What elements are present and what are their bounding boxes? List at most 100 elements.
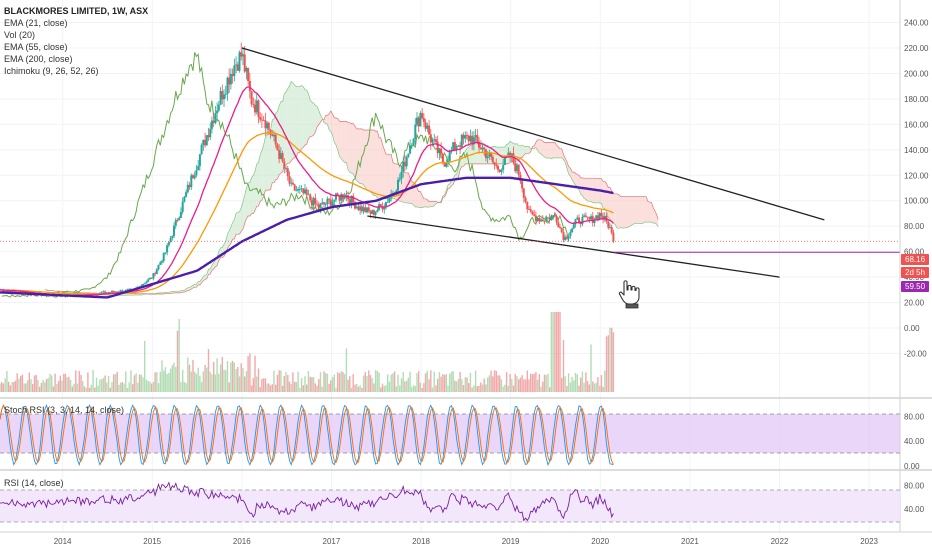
candle-body [223,94,225,100]
volume-bar [87,372,89,392]
trendline-lower[interactable] [367,215,780,278]
volume-bar [254,355,256,392]
cloud-segment [646,196,648,223]
legend-item-ichimoku[interactable]: Ichimoku (9, 26, 52, 26) [4,66,99,76]
candle-body [476,135,479,142]
candle-body [47,295,50,297]
trendline-upper[interactable] [241,47,825,221]
cloud-segment [291,81,293,161]
candle-body [429,134,432,143]
volume-bar [316,385,318,392]
volume-bar [135,373,137,392]
cloud-segment [575,173,578,187]
cloud-segment [237,211,240,235]
candle-body [121,290,124,292]
volume-bar [593,383,596,392]
volume-bar [76,383,79,392]
candle-body [438,148,441,154]
volume-bar [161,360,163,392]
volume-bar [57,381,60,392]
volume-bar [550,312,553,392]
volume-bar [244,376,246,392]
cloud-segment [187,287,190,291]
candle-body [607,221,610,228]
volume-bar [407,377,410,392]
cloud-segment [527,146,530,154]
volume-bar [524,379,527,392]
volume-bar [107,376,110,392]
volume-bar [555,312,558,392]
candle-body [291,182,294,185]
legend-item-volume[interactable]: Vol (20) [4,30,36,40]
volume-bar [350,387,353,392]
volume-bar [402,372,404,392]
cloud-segment [306,90,309,145]
volume-bar [269,385,272,392]
legend-item-ema21[interactable]: EMA (21, close) [4,18,68,28]
rsi-label[interactable]: RSI (14, close) [4,478,64,488]
candle-body [462,134,465,139]
candle-body [612,232,615,242]
volume-bar [114,374,117,392]
cloud-segment [253,171,256,214]
candle-body [286,168,289,177]
time-tick-label: 2014 [54,537,72,546]
ichimoku-cloud [44,80,659,296]
volume-bar [163,370,165,392]
volume-bar [68,376,70,392]
volume-bar [554,312,556,392]
volume-bar [357,386,360,392]
candle-body [538,218,541,222]
volume-bar [202,371,204,392]
volume-bar [28,372,30,392]
candle-body [441,153,444,163]
volume-bar [302,385,304,392]
volume-bar [528,379,530,392]
candle-body [111,291,113,293]
volume-bar [340,371,342,392]
rsi-tick-label: 40.00 [904,505,925,514]
cloud-segment [356,128,359,183]
candle-body [231,74,234,77]
symbol-title[interactable]: BLACKMORES LIMITED, 1W, ASX [4,6,149,16]
candle-body [150,277,153,279]
volume-bar [362,375,365,392]
candle-body [252,104,255,105]
candle-body [371,210,374,214]
cloud-segment [349,122,352,174]
legend-item-ema200[interactable]: EMA (200, close) [4,54,73,64]
time-tick-label: 2022 [771,537,789,546]
candle-body [376,210,379,213]
candle-body [254,104,256,113]
time-tick-label: 2015 [143,537,161,546]
volume-bar [504,384,506,392]
candle-body [179,211,182,218]
volume-bar [71,386,74,392]
ema21-line [0,86,614,297]
price-tick-label: 200.00 [904,70,929,79]
time-tick-label: 2021 [681,537,699,546]
candle-body [536,218,539,221]
price-tick-label: 20.00 [904,299,925,308]
grid-lines [0,0,900,532]
volume-bar [430,370,432,392]
volume-bar [516,376,518,392]
volume-bar [66,377,68,392]
candle-body [391,192,394,194]
volume-bar [535,372,537,392]
cloud-segment [642,196,645,224]
cloud-segment [387,154,390,199]
stoch-rsi-label[interactable]: Stoch RSI (3, 3, 14, 14, close) [4,405,125,415]
volume-bar [13,382,15,392]
candle-body [591,216,594,223]
volume-bar [414,386,416,392]
volume-bar [574,373,577,392]
legend-item-ema55[interactable]: EMA (55, close) [4,42,68,52]
volume-bar [366,376,368,392]
candle-body [426,125,429,129]
cloud-segment [525,146,528,154]
volume-bar [140,374,142,392]
volume-bar [25,383,27,392]
volume-bar [164,367,167,392]
volume-bar [512,385,515,392]
